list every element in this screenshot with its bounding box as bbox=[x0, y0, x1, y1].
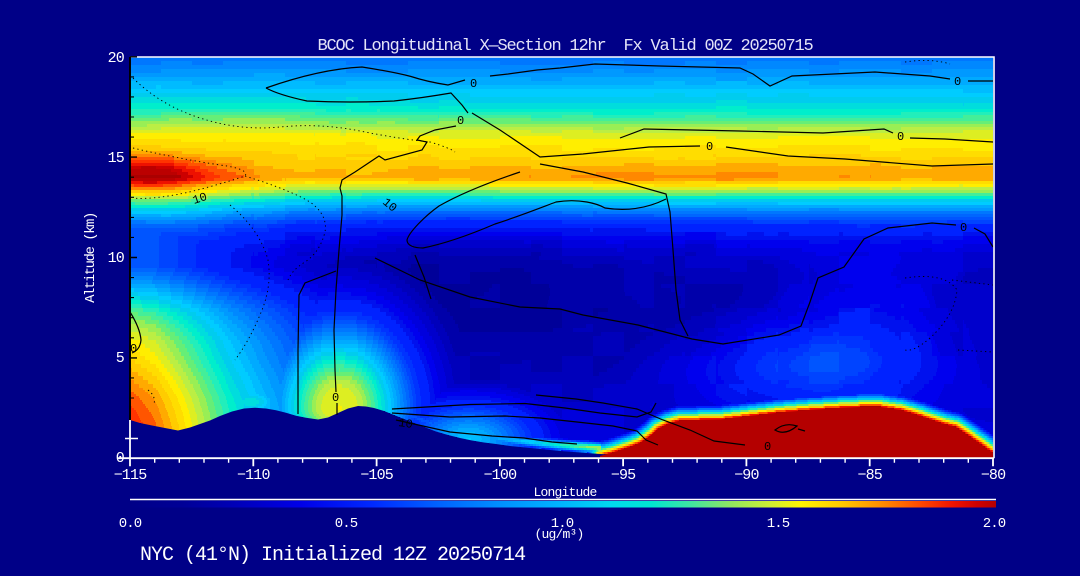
svg-text:0: 0 bbox=[130, 342, 137, 356]
svg-text:−115: −115 bbox=[114, 467, 148, 484]
svg-text:0: 0 bbox=[457, 114, 464, 128]
svg-text:10: 10 bbox=[191, 190, 209, 208]
svg-text:−100: −100 bbox=[483, 467, 517, 484]
svg-text:−105: −105 bbox=[360, 467, 394, 484]
svg-text:0: 0 bbox=[706, 140, 713, 154]
svg-text:10: 10 bbox=[397, 416, 413, 432]
svg-text:−110: −110 bbox=[237, 467, 271, 484]
svg-text:0: 0 bbox=[897, 130, 904, 144]
svg-text:0: 0 bbox=[954, 75, 961, 89]
svg-text:0: 0 bbox=[332, 391, 339, 405]
svg-text:0: 0 bbox=[764, 440, 771, 454]
svg-text:0: 0 bbox=[960, 221, 967, 235]
svg-text:−90: −90 bbox=[734, 467, 759, 484]
svg-text:0: 0 bbox=[470, 77, 477, 91]
svg-text:BCOC Longitudinal X—Section 12: BCOC Longitudinal X—Section 12hr Fx Vali… bbox=[317, 37, 813, 56]
svg-text:−95: −95 bbox=[611, 467, 636, 484]
